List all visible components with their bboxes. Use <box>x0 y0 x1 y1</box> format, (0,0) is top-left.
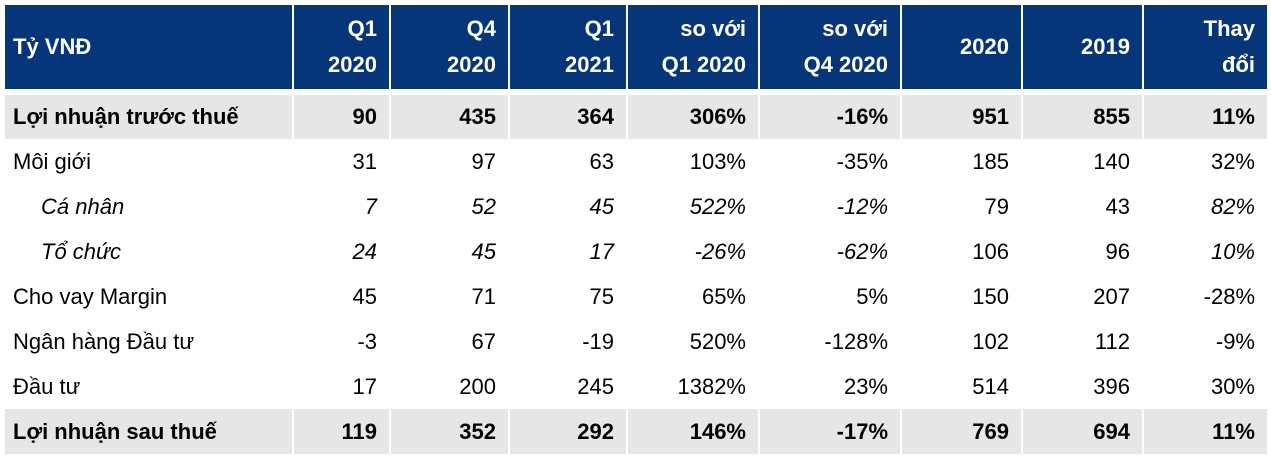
table-cell: -17% <box>758 409 900 454</box>
table-cell: 30% <box>1210 373 1255 399</box>
row-label: Ngân hàng Đầu tư <box>13 328 195 354</box>
table-cell: -19 <box>582 328 614 354</box>
table-cell: 43 <box>1105 193 1130 219</box>
table-row-investment: Đầu tư 17 200 245 1382% 23% 514 396 30% <box>5 364 1267 409</box>
header-2019: 2019 <box>1021 5 1142 89</box>
table-cell: -16% <box>758 95 900 139</box>
table-cell: 855 <box>1021 95 1142 139</box>
table-cell: 7 <box>364 193 377 219</box>
table-cell: -3 <box>357 328 377 354</box>
table-cell: 31 <box>352 148 377 174</box>
table-cell: 200 <box>459 373 496 399</box>
header-q4-2020: Q4 2020 <box>389 5 508 89</box>
profit-table: Tỷ VNĐ Q1 2020 Q4 2020 Q1 2021 so với Q1 202… <box>5 5 1267 454</box>
table-cell: -9% <box>1215 328 1255 354</box>
row-label: Cá nhân <box>41 193 125 219</box>
table-cell: 90 <box>292 95 389 139</box>
table-cell: 96 <box>1105 238 1130 264</box>
table-cell: 45 <box>589 193 614 219</box>
table-row-institutional: Tổ chức 24 45 17 -26% -62% 106 96 10% <box>5 229 1267 274</box>
table-cell: 75 <box>589 283 614 309</box>
table-cell: 150 <box>972 283 1009 309</box>
table-cell: -26% <box>694 238 746 264</box>
row-label: Môi giới <box>13 148 91 174</box>
table-cell: 140 <box>1093 148 1130 174</box>
table-cell: 112 <box>1094 328 1130 354</box>
header-change: Thay đổi <box>1142 5 1267 89</box>
table-cell: 185 <box>972 148 1009 174</box>
table-row-profit-after-tax: Lợi nhuận sau thuế 119 352 292 146% -17%… <box>5 409 1267 454</box>
table-cell: 306% <box>626 95 758 139</box>
row-label: Đầu tư <box>13 373 81 399</box>
table-cell: -35% <box>836 148 888 174</box>
table-cell: 17 <box>589 238 614 264</box>
header-row: Tỷ VNĐ Q1 2020 Q4 2020 Q1 2021 so với Q1 202… <box>5 5 1267 89</box>
table-cell: 364 <box>508 95 626 139</box>
row-label: Lợi nhuận sau thuế <box>5 409 292 454</box>
header-q1-2021: Q1 2021 <box>508 5 626 89</box>
table-row-brokerage: Môi giới 31 97 63 103% -35% 185 140 32% <box>5 139 1267 184</box>
table-cell: 23% <box>843 373 888 399</box>
header-q1-2020: Q1 2020 <box>292 5 389 89</box>
table-cell: 11% <box>1142 409 1267 454</box>
table-cell: 207 <box>1093 283 1130 309</box>
table-row-individual: Cá nhân 7 52 45 522% -12% 79 43 82% <box>5 184 1267 229</box>
table-cell: 352 <box>389 409 508 454</box>
table-cell: -62% <box>836 238 888 264</box>
table-cell: 1382% <box>677 373 746 399</box>
table-cell: 71 <box>471 283 496 309</box>
table-row-profit-before-tax: Lợi nhuận trước thuế 90 435 364 306% -16… <box>5 95 1267 139</box>
table-cell: 82% <box>1210 193 1255 219</box>
header-unit: Tỷ VNĐ <box>5 5 292 89</box>
row-label: Lợi nhuận trước thuế <box>5 95 292 139</box>
table-cell: 52 <box>471 193 496 219</box>
table-cell: 102 <box>972 328 1009 354</box>
table-cell: 45 <box>471 238 496 264</box>
row-label: Tổ chức <box>41 238 121 264</box>
table-cell: 103% <box>689 148 746 174</box>
table-cell: 514 <box>972 373 1009 399</box>
table-cell: 32% <box>1210 148 1255 174</box>
table-cell: 63 <box>589 148 614 174</box>
table-cell: 97 <box>471 148 496 174</box>
table-cell: -12% <box>836 193 888 219</box>
table-cell: 65% <box>701 283 746 309</box>
table-cell: -128% <box>824 328 888 354</box>
table-cell: 951 <box>900 95 1021 139</box>
table-row-investment-banking: Ngân hàng Đầu tư -3 67 -19 520% -128% 10… <box>5 319 1267 364</box>
table-cell: -28% <box>1203 283 1255 309</box>
table-cell: 520% <box>689 328 746 354</box>
table-cell: 435 <box>389 95 508 139</box>
table-cell: 24 <box>352 238 377 264</box>
table-cell: 769 <box>900 409 1021 454</box>
table-cell: 11% <box>1142 95 1267 139</box>
table-cell: 119 <box>292 409 389 454</box>
header-2020: 2020 <box>900 5 1021 89</box>
table-cell: 67 <box>471 328 496 354</box>
table-cell: 522% <box>689 193 746 219</box>
table-cell: 45 <box>352 283 377 309</box>
table-cell: 5% <box>856 283 888 309</box>
table-row-margin-lending: Cho vay Margin 45 71 75 65% 5% 150 207 -… <box>5 274 1267 319</box>
table-cell: 79 <box>984 193 1009 219</box>
table-cell: 17 <box>352 373 377 399</box>
row-label: Cho vay Margin <box>13 283 168 309</box>
table-cell: 106 <box>972 238 1009 264</box>
header-vs-q1-2020: so với Q1 2020 <box>626 5 758 89</box>
table-cell: 292 <box>508 409 626 454</box>
table-cell: 396 <box>1093 373 1130 399</box>
table-cell: 245 <box>577 373 614 399</box>
header-vs-q4-2020: so với Q4 2020 <box>758 5 900 89</box>
table-cell: 10% <box>1210 238 1255 264</box>
table-cell: 694 <box>1021 409 1142 454</box>
table-cell: 146% <box>626 409 758 454</box>
